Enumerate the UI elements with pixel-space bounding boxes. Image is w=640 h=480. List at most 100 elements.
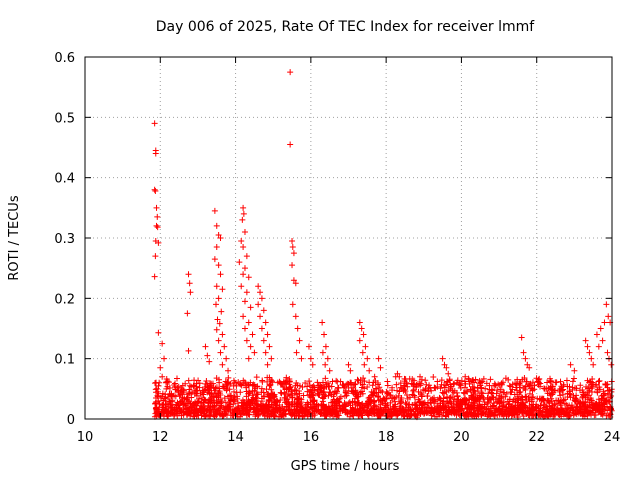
background-point — [242, 407, 249, 414]
background-point — [573, 392, 580, 399]
data-point — [293, 349, 300, 356]
background-point — [206, 396, 213, 403]
background-point — [157, 394, 164, 401]
background-point — [201, 387, 208, 394]
background-point — [393, 408, 400, 415]
background-point — [333, 390, 340, 397]
background-point — [444, 410, 451, 417]
data-point — [221, 343, 228, 350]
background-point — [243, 384, 250, 391]
background-point — [300, 406, 307, 413]
background-point — [306, 382, 313, 389]
background-point — [456, 402, 463, 409]
background-point — [260, 389, 267, 396]
background-point — [222, 385, 229, 392]
data-point — [251, 349, 258, 356]
background-point — [233, 382, 240, 389]
background-point — [477, 382, 484, 389]
background-point — [228, 396, 235, 403]
data-point — [236, 259, 243, 266]
background-point — [371, 390, 378, 397]
background-point — [464, 404, 471, 411]
background-point — [227, 380, 234, 387]
background-point — [164, 393, 171, 400]
data-point — [601, 319, 608, 326]
background-point — [333, 399, 340, 406]
data-point — [362, 343, 369, 350]
background-point — [280, 378, 287, 385]
background-point — [176, 392, 183, 399]
data-point — [154, 213, 161, 220]
background-point — [319, 379, 326, 386]
background-point — [503, 390, 510, 397]
background-point — [291, 387, 298, 394]
background-point — [484, 394, 491, 401]
data-point — [159, 340, 166, 347]
background-point — [558, 399, 565, 406]
background-point — [364, 384, 371, 391]
background-point — [507, 383, 514, 390]
background-point — [517, 378, 524, 385]
data-point — [445, 370, 452, 377]
background-point — [480, 375, 487, 382]
background-point — [530, 404, 537, 411]
background-point — [172, 401, 179, 408]
data-point — [603, 301, 610, 308]
background-point — [312, 408, 319, 415]
background-point — [342, 389, 349, 396]
data-point — [262, 349, 269, 356]
background-point — [399, 407, 406, 414]
background-point — [182, 380, 189, 387]
background-point — [330, 402, 337, 409]
background-point — [365, 400, 372, 407]
background-point — [541, 385, 548, 392]
data-point — [377, 364, 384, 371]
background-point — [386, 391, 393, 398]
background-point — [199, 387, 206, 394]
background-point — [364, 411, 371, 418]
background-point — [583, 392, 590, 399]
x-tick-label: 10 — [77, 430, 94, 445]
background-point — [428, 410, 435, 417]
background-point — [502, 375, 509, 382]
background-point — [517, 382, 524, 389]
data-point — [292, 280, 299, 287]
data-point — [218, 308, 225, 315]
background-point — [234, 409, 241, 416]
background-point — [552, 400, 559, 407]
data-point — [157, 364, 164, 371]
background-point — [595, 404, 602, 411]
background-point — [556, 409, 563, 416]
background-point — [581, 401, 588, 408]
data-point — [522, 355, 529, 362]
data-point — [215, 262, 222, 269]
data-point — [245, 274, 252, 281]
background-point — [269, 378, 276, 385]
data-point — [524, 361, 531, 368]
background-point — [258, 385, 265, 392]
background-point — [320, 385, 327, 392]
background-point — [193, 405, 200, 412]
background-point — [459, 397, 466, 404]
background-point — [254, 397, 261, 404]
background-point — [176, 405, 183, 412]
background-point — [389, 384, 396, 391]
background-point — [235, 404, 242, 411]
data-point — [396, 373, 403, 380]
background-point — [423, 381, 430, 388]
background-point — [276, 405, 283, 412]
data-point — [526, 364, 533, 371]
background-point — [375, 406, 382, 413]
background-point — [365, 412, 372, 419]
background-point — [547, 411, 554, 418]
background-point — [600, 406, 607, 413]
data-point — [305, 343, 312, 350]
data-point — [307, 355, 314, 362]
background-point — [396, 400, 403, 407]
background-point — [457, 382, 464, 389]
background-point — [311, 397, 318, 404]
background-point — [460, 389, 467, 396]
background-point — [322, 375, 329, 382]
background-point — [601, 390, 608, 397]
background-point — [393, 381, 400, 388]
